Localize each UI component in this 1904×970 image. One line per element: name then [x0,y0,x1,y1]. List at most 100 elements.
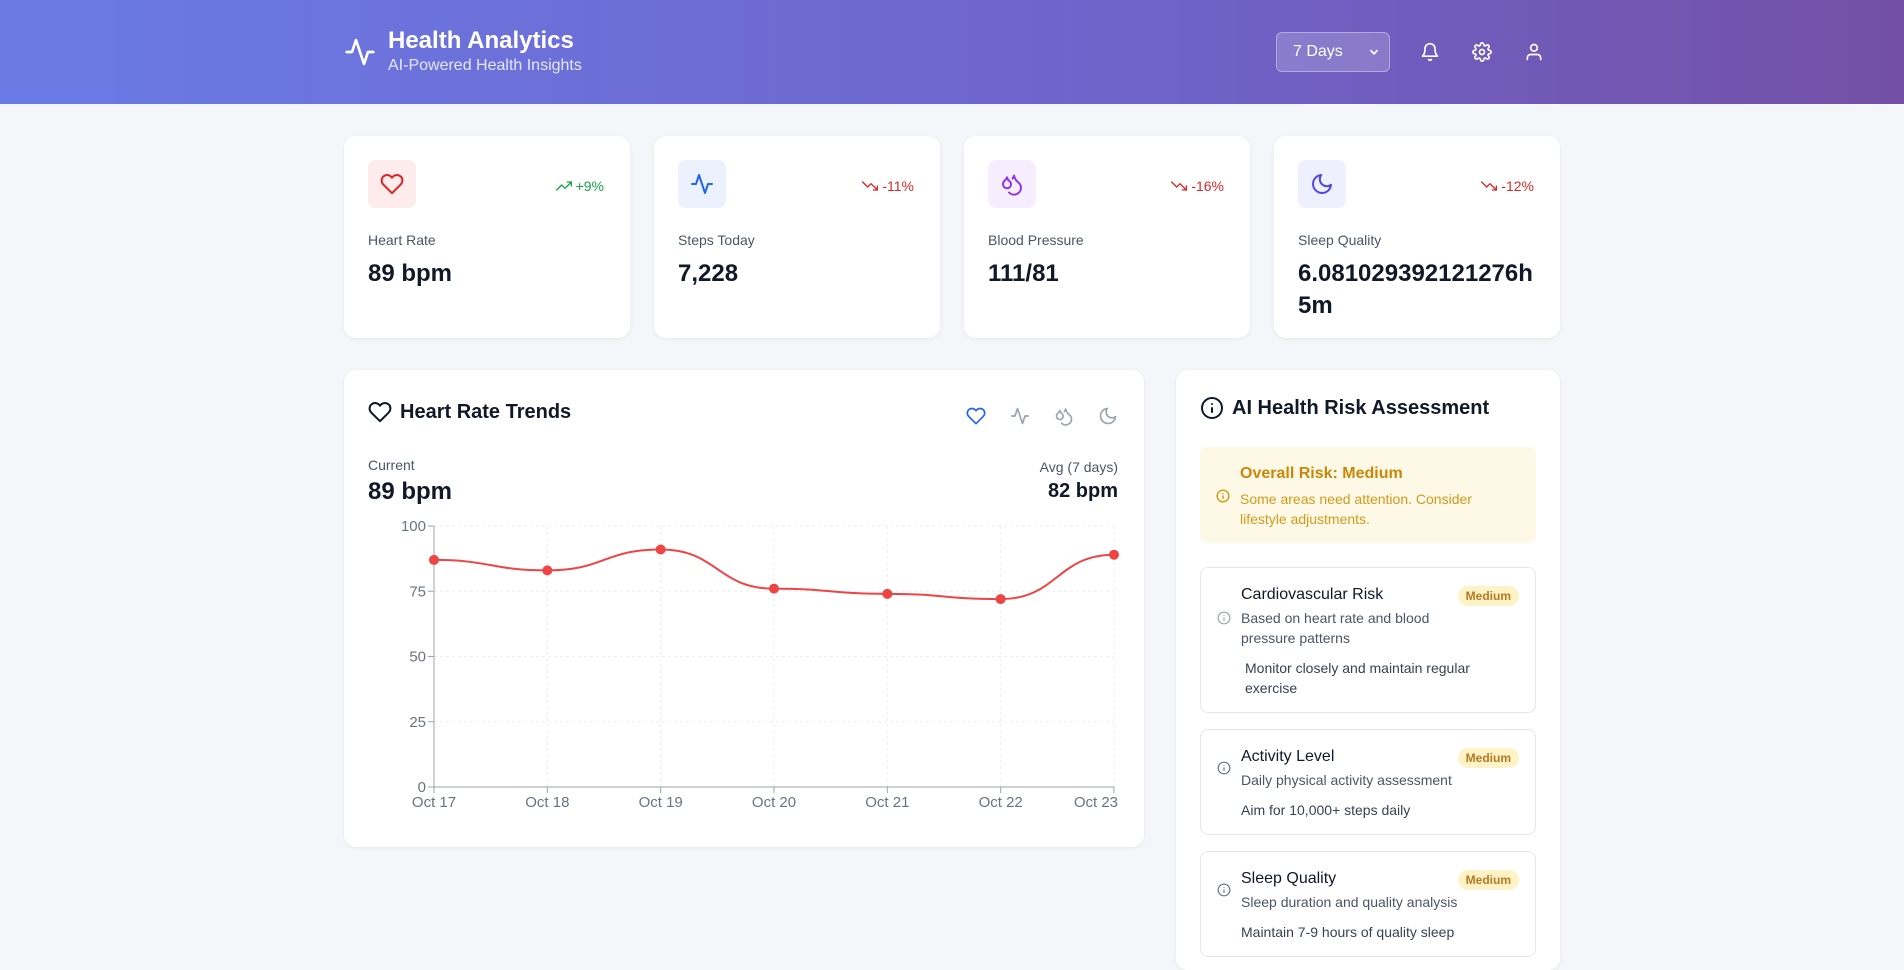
moon-icon [1312,174,1332,194]
data-point [995,594,1006,605]
tab-steps[interactable] [1006,402,1034,430]
risk-description: Sleep duration and quality analysis [1241,894,1458,910]
risk-description: Daily physical activity assessment [1241,772,1452,788]
stat-icon-box [1298,160,1346,208]
activity-icon [345,38,375,66]
trending-down-icon [1171,181,1188,191]
average-label: Avg (7 days) [1039,459,1118,475]
notifications-button[interactable] [1404,32,1456,72]
chart-title-text: Heart Rate Trends [400,400,572,423]
trending-down-icon [1481,181,1498,191]
x-tick-label: Oct 17 [412,794,456,811]
settings-button[interactable] [1456,32,1508,72]
activity-icon [691,174,713,194]
y-tick-label: 75 [409,583,426,600]
stat-change: -12% [1481,178,1534,194]
data-point [882,588,893,599]
stat-change-value: +9% [575,178,604,194]
trending-up-icon [555,181,572,191]
data-point [542,565,553,576]
stat-value: 7,228 [678,260,739,287]
stat-change: -11% [862,178,914,194]
app-title: Health Analytics [388,27,574,54]
chevron-down-icon [1369,49,1379,55]
data-point [1109,549,1119,560]
heart-icon [368,402,392,423]
gear-icon [1472,42,1492,62]
x-tick-label: Oct 23 [1074,794,1118,811]
risk-assessment-card: AI Health Risk Assessment Overall Risk: … [1176,370,1560,970]
risk-name: Activity Level [1241,748,1335,765]
stat-change-value: -11% [882,178,914,194]
x-tick-label: Oct 21 [865,794,909,811]
user-icon [1526,43,1542,61]
risk-badge: Medium [1457,870,1519,890]
info-icon [1217,761,1231,775]
info-icon [1217,611,1231,625]
risk-advice: Monitor closely and maintain regular exe… [1245,660,1470,696]
stat-change: -16% [1171,178,1224,194]
risk-name: Cardiovascular Risk [1241,586,1384,603]
overall-risk-title: Overall Risk: Medium [1240,465,1403,482]
droplets-icon [1002,174,1023,196]
tab-heart-rate[interactable] [962,402,990,430]
current-label: Current [368,457,415,473]
y-tick-label: 50 [409,649,426,666]
y-tick-label: 100 [401,520,426,535]
x-tick-label: Oct 19 [639,794,683,811]
heart-rate-trends-card: Heart Rate Trends Current 89 bpm Avg (7 … [344,370,1144,847]
stat-value: 111/81 [988,260,1059,287]
stat-card-heart-rate: +9% Heart Rate 89 bpm [344,136,630,338]
stat-value: 89 bpm [368,260,453,287]
stat-value: 6.081029392121276h 5m [1298,260,1533,319]
risk-item-sleep: Sleep Quality Sleep duration and quality… [1200,851,1536,957]
risk-item-cardiovascular: Cardiovascular Risk Based on heart rate … [1200,567,1536,713]
average-value: 82 bpm [1047,480,1118,502]
stat-card-blood-pressure: -16% Blood Pressure 111/81 [964,136,1250,338]
overall-risk-description: Some areas need attention. Consider life… [1240,491,1472,527]
risk-description: Based on heart rate and blood pressure p… [1241,610,1430,646]
chart-title: Heart Rate Trends [368,400,571,424]
risk-badge: Medium [1457,748,1519,768]
risk-advice: Aim for 10,000+ steps daily [1241,802,1411,818]
risk-advice: Maintain 7-9 hours of quality sleep [1241,924,1455,940]
info-icon [1216,489,1230,503]
metric-tabs [962,402,1122,430]
x-tick-label: Oct 22 [979,794,1023,811]
heart-rate-line-chart: 0 25 50 75 100 Oct 17 Oct 18 Oct 19 Oct 20 Oct 21… [401,520,1119,811]
current-value: 89 bpm [368,478,453,505]
stat-card-sleep: -12% Sleep Quality 6.081029392121276h 5m [1274,136,1560,338]
stat-change-value: -16% [1191,178,1224,194]
app-header: Health Analytics AI-Powered Health Insig… [0,0,1904,104]
risk-item-activity: Activity Level Daily physical activity a… [1200,729,1536,835]
stat-label: Blood Pressure [988,232,1084,248]
y-tick-label: 25 [409,714,426,731]
activity-icon [1010,407,1030,425]
info-icon [1201,397,1223,419]
x-tick-label: Oct 18 [525,794,569,811]
data-point [769,583,779,594]
y-tick-label: 0 [418,779,426,796]
stat-icon-box [678,160,726,208]
profile-button[interactable] [1508,32,1560,72]
data-point [655,544,666,555]
data-point [429,554,439,565]
bell-icon [1421,42,1439,62]
time-range-select[interactable]: 7 Days [1276,32,1390,72]
stats-row: +9% Heart Rate 89 bpm -11% Steps Today 7… [344,136,1560,338]
risk-title: AI Health Risk Assessment [1200,396,1489,420]
tab-sleep[interactable] [1094,402,1122,430]
overall-risk-banner: Overall Risk: Medium Some areas need att… [1200,447,1536,543]
risk-badge: Medium [1457,586,1519,606]
stat-change: +9% [555,178,604,194]
heart-icon [966,407,986,425]
stat-label: Sleep Quality [1298,232,1382,248]
tab-blood-pressure[interactable] [1050,402,1078,430]
droplets-icon [1055,408,1073,426]
app-subtitle: AI-Powered Health Insights [388,57,582,74]
stat-label: Heart Rate [368,232,436,248]
info-icon [1217,883,1231,897]
x-tick-label: Oct 20 [752,794,796,811]
brand: Health Analytics AI-Powered Health Insig… [344,27,582,77]
risk-name: Sleep Quality [1241,870,1337,887]
